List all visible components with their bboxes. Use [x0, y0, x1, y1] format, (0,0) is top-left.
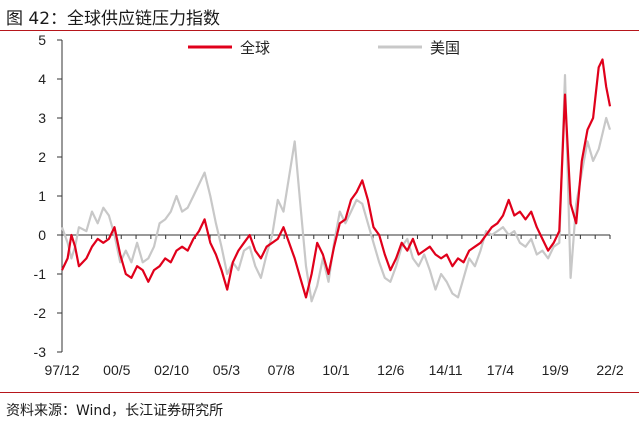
- x-tick-label: 14/11: [429, 362, 463, 378]
- x-tick-label: 05/3: [213, 362, 240, 378]
- y-tick-label: -3: [34, 344, 47, 360]
- y-tick-label: 4: [38, 71, 46, 87]
- source-note: 资料来源：Wind，长江证券研究所: [6, 403, 224, 419]
- y-tick-label: 5: [38, 32, 46, 48]
- legend: 全球 美国: [188, 39, 460, 57]
- y-tick-label: -1: [34, 266, 47, 282]
- y-tick-label: -2: [34, 305, 47, 321]
- series-line-1: [60, 74, 612, 303]
- legend-label-1: 美国: [430, 39, 460, 57]
- x-tick-label: 22/2: [596, 362, 623, 378]
- x-tick-label: 12/6: [377, 362, 404, 378]
- y-axis: -3 -2 -1 0 1 2 3 4 5: [34, 32, 63, 360]
- series-lines: [60, 58, 612, 303]
- y-tick-label: 3: [38, 110, 46, 126]
- source-rule: [0, 392, 639, 393]
- series-line-0: [61, 58, 612, 299]
- y-tick-label: 2: [38, 149, 46, 165]
- x-tick-label: 02/10: [154, 362, 189, 378]
- figure-title: 图 42：全球供应链压力指数: [6, 9, 221, 29]
- y-tick-label: 1: [38, 188, 46, 204]
- legend-label-0: 全球: [240, 39, 270, 57]
- y-tick-label: 0: [38, 227, 46, 243]
- x-tick-label: 19/9: [542, 362, 569, 378]
- x-axis: 97/12 00/5 02/10 05/3 07/8 10/1 12/6 14/11 17/4 1…: [44, 234, 624, 378]
- x-tick-label: 00/5: [103, 362, 130, 378]
- title-rule: [0, 30, 639, 31]
- x-tick-label: 97/12: [44, 362, 79, 378]
- x-tick-label: 17/4: [487, 362, 514, 378]
- x-tick-label: 10/1: [322, 362, 349, 378]
- x-tick-label: 07/8: [268, 362, 295, 378]
